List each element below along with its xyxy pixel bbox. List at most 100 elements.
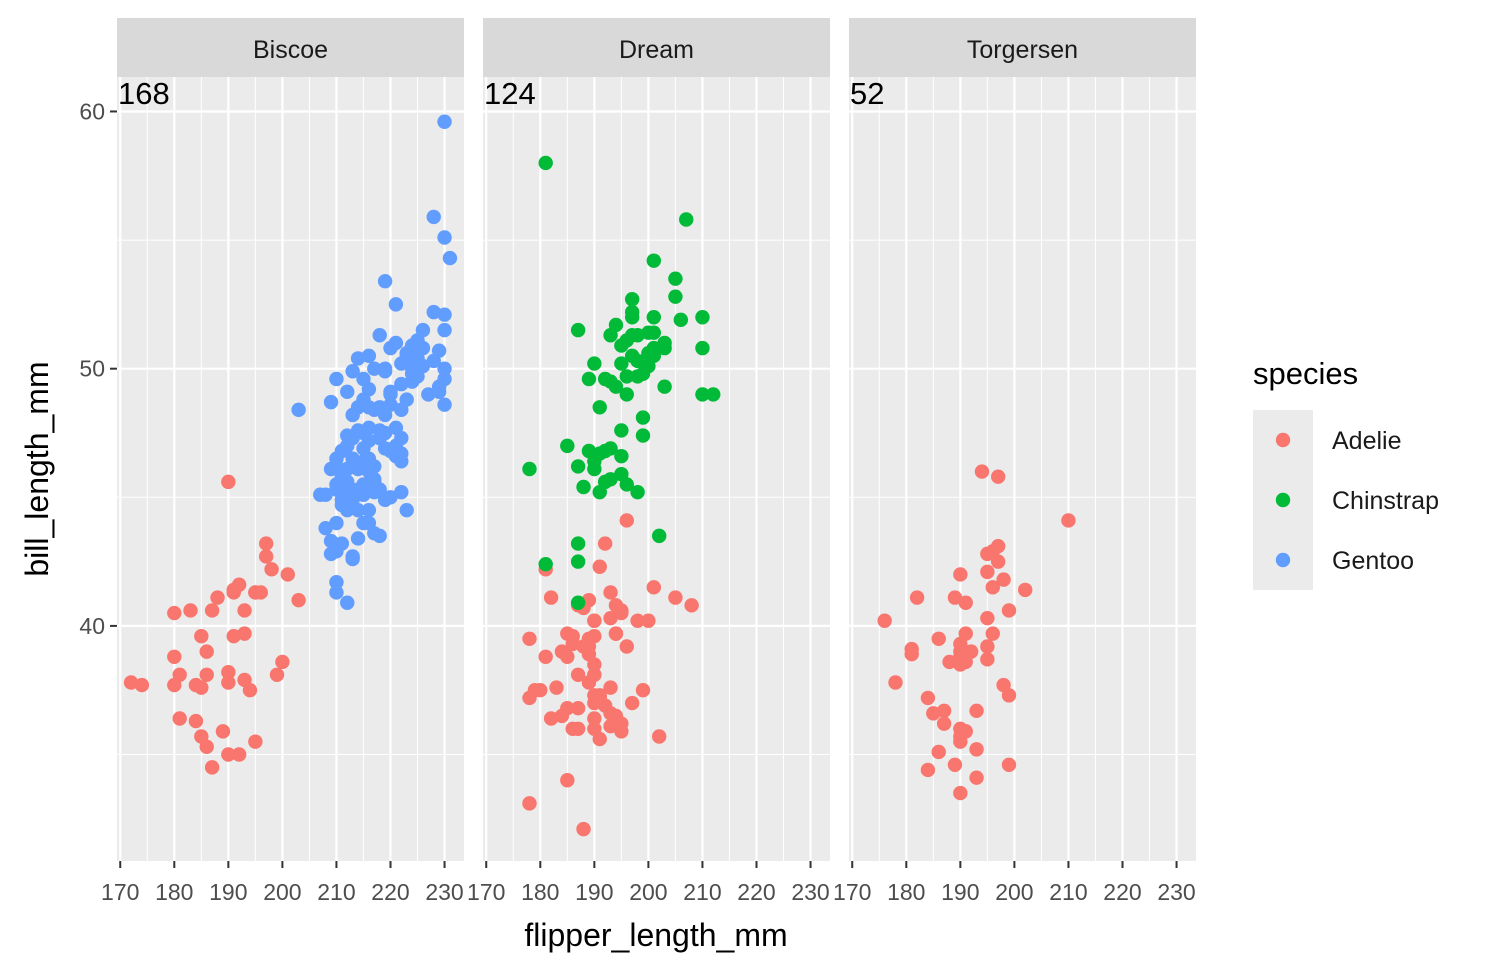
data-point-adelie	[533, 683, 548, 698]
data-point-chinstrap	[538, 155, 553, 171]
data-point-gentoo	[421, 387, 436, 402]
y-tick-label: 60	[79, 98, 105, 124]
legend-key-chinstrap	[1275, 492, 1291, 508]
data-point-adelie	[570, 667, 586, 682]
x-tick-label: 180	[155, 879, 193, 905]
data-point-gentoo	[334, 536, 350, 551]
data-point-adelie	[947, 590, 963, 605]
facet-strip-biscoe	[117, 18, 464, 77]
count-label-biscoe: 168	[118, 76, 170, 111]
data-point-chinstrap	[576, 479, 591, 495]
data-point-adelie	[253, 585, 268, 600]
data-point-gentoo	[437, 230, 452, 245]
data-point-adelie	[237, 626, 252, 641]
x-tick-label: 180	[887, 879, 925, 905]
data-point-gentoo	[340, 595, 355, 610]
data-point-adelie	[231, 747, 247, 762]
data-point-gentoo	[340, 461, 355, 477]
data-point-adelie	[1018, 582, 1033, 598]
data-point-adelie	[291, 592, 306, 608]
data-point-chinstrap	[608, 317, 624, 333]
legend-label-gentoo: Gentoo	[1332, 547, 1414, 575]
data-point-adelie	[668, 590, 683, 605]
data-point-adelie	[608, 626, 624, 641]
data-point-gentoo	[426, 209, 441, 225]
data-point-gentoo	[388, 335, 404, 351]
data-point-adelie	[576, 639, 591, 654]
data-point-chinstrap	[603, 472, 618, 487]
data-point-chinstrap	[560, 438, 575, 454]
data-point-chinstrap	[619, 387, 634, 402]
data-point-adelie	[980, 564, 995, 580]
legend-key-gentoo	[1275, 552, 1291, 568]
data-point-adelie	[969, 703, 984, 718]
data-point-gentoo	[372, 423, 387, 438]
facet-label-biscoe: Biscoe	[253, 36, 328, 64]
data-point-adelie	[587, 711, 602, 726]
data-point-gentoo	[350, 531, 366, 546]
data-point-adelie	[931, 631, 946, 646]
facet-label-dream: Dream	[619, 36, 694, 64]
data-point-chinstrap	[679, 212, 694, 227]
x-tick-label: 200	[263, 879, 301, 905]
data-point-gentoo	[345, 364, 360, 379]
data-point-chinstrap	[635, 366, 651, 382]
data-point-chinstrap	[657, 335, 672, 351]
data-point-adelie	[909, 590, 925, 605]
data-point-gentoo	[345, 549, 360, 564]
data-point-gentoo	[437, 397, 452, 412]
data-point-adelie	[570, 721, 586, 736]
facet-strip-torgersen	[849, 18, 1196, 77]
data-point-gentoo	[415, 322, 431, 338]
data-point-adelie	[947, 757, 963, 773]
data-point-adelie	[587, 657, 602, 672]
data-point-adelie	[646, 580, 661, 595]
x-tick-label: 180	[521, 879, 559, 905]
data-point-adelie	[980, 639, 995, 654]
data-point-adelie	[134, 677, 150, 693]
data-point-gentoo	[437, 361, 452, 376]
legend-label-adelie: Adelie	[1332, 427, 1402, 455]
x-tick-label: 210	[683, 879, 721, 905]
data-point-adelie	[980, 610, 995, 626]
data-point-adelie	[194, 680, 209, 695]
data-point-chinstrap	[657, 379, 672, 394]
data-point-chinstrap	[630, 353, 645, 369]
data-point-gentoo	[367, 459, 382, 474]
data-point-adelie	[614, 605, 629, 621]
data-point-adelie	[565, 636, 580, 652]
data-point-gentoo	[394, 484, 409, 500]
data-point-adelie	[1001, 688, 1017, 703]
data-point-adelie	[221, 747, 236, 762]
data-point-adelie	[990, 538, 1006, 554]
data-point-gentoo	[437, 114, 452, 129]
data-point-gentoo	[367, 472, 382, 487]
data-point-adelie	[522, 796, 537, 811]
data-point-gentoo	[383, 387, 398, 402]
data-point-adelie	[188, 713, 204, 729]
data-point-adelie	[931, 744, 946, 760]
data-point-chinstrap	[635, 410, 651, 425]
data-point-adelie	[1001, 603, 1017, 618]
data-point-adelie	[226, 582, 241, 598]
data-point-adelie	[619, 639, 634, 654]
data-point-chinstrap	[646, 253, 661, 268]
data-point-chinstrap	[624, 292, 640, 307]
data-point-chinstrap	[538, 556, 553, 572]
data-point-adelie	[204, 760, 220, 775]
data-point-adelie	[877, 613, 892, 628]
data-point-adelie	[592, 731, 607, 747]
data-point-gentoo	[377, 364, 393, 379]
x-axis-title: flipper_length_mm	[524, 917, 787, 953]
data-point-chinstrap	[646, 325, 661, 340]
data-point-adelie	[603, 585, 618, 600]
data-point-gentoo	[437, 307, 452, 322]
data-point-adelie	[603, 610, 618, 626]
data-point-adelie	[996, 572, 1011, 587]
data-point-adelie	[953, 652, 968, 667]
data-point-adelie	[953, 567, 968, 582]
x-tick-label: 170	[101, 879, 139, 905]
legend-title: species	[1253, 356, 1358, 391]
data-point-adelie	[215, 724, 231, 739]
data-point-adelie	[560, 649, 575, 664]
